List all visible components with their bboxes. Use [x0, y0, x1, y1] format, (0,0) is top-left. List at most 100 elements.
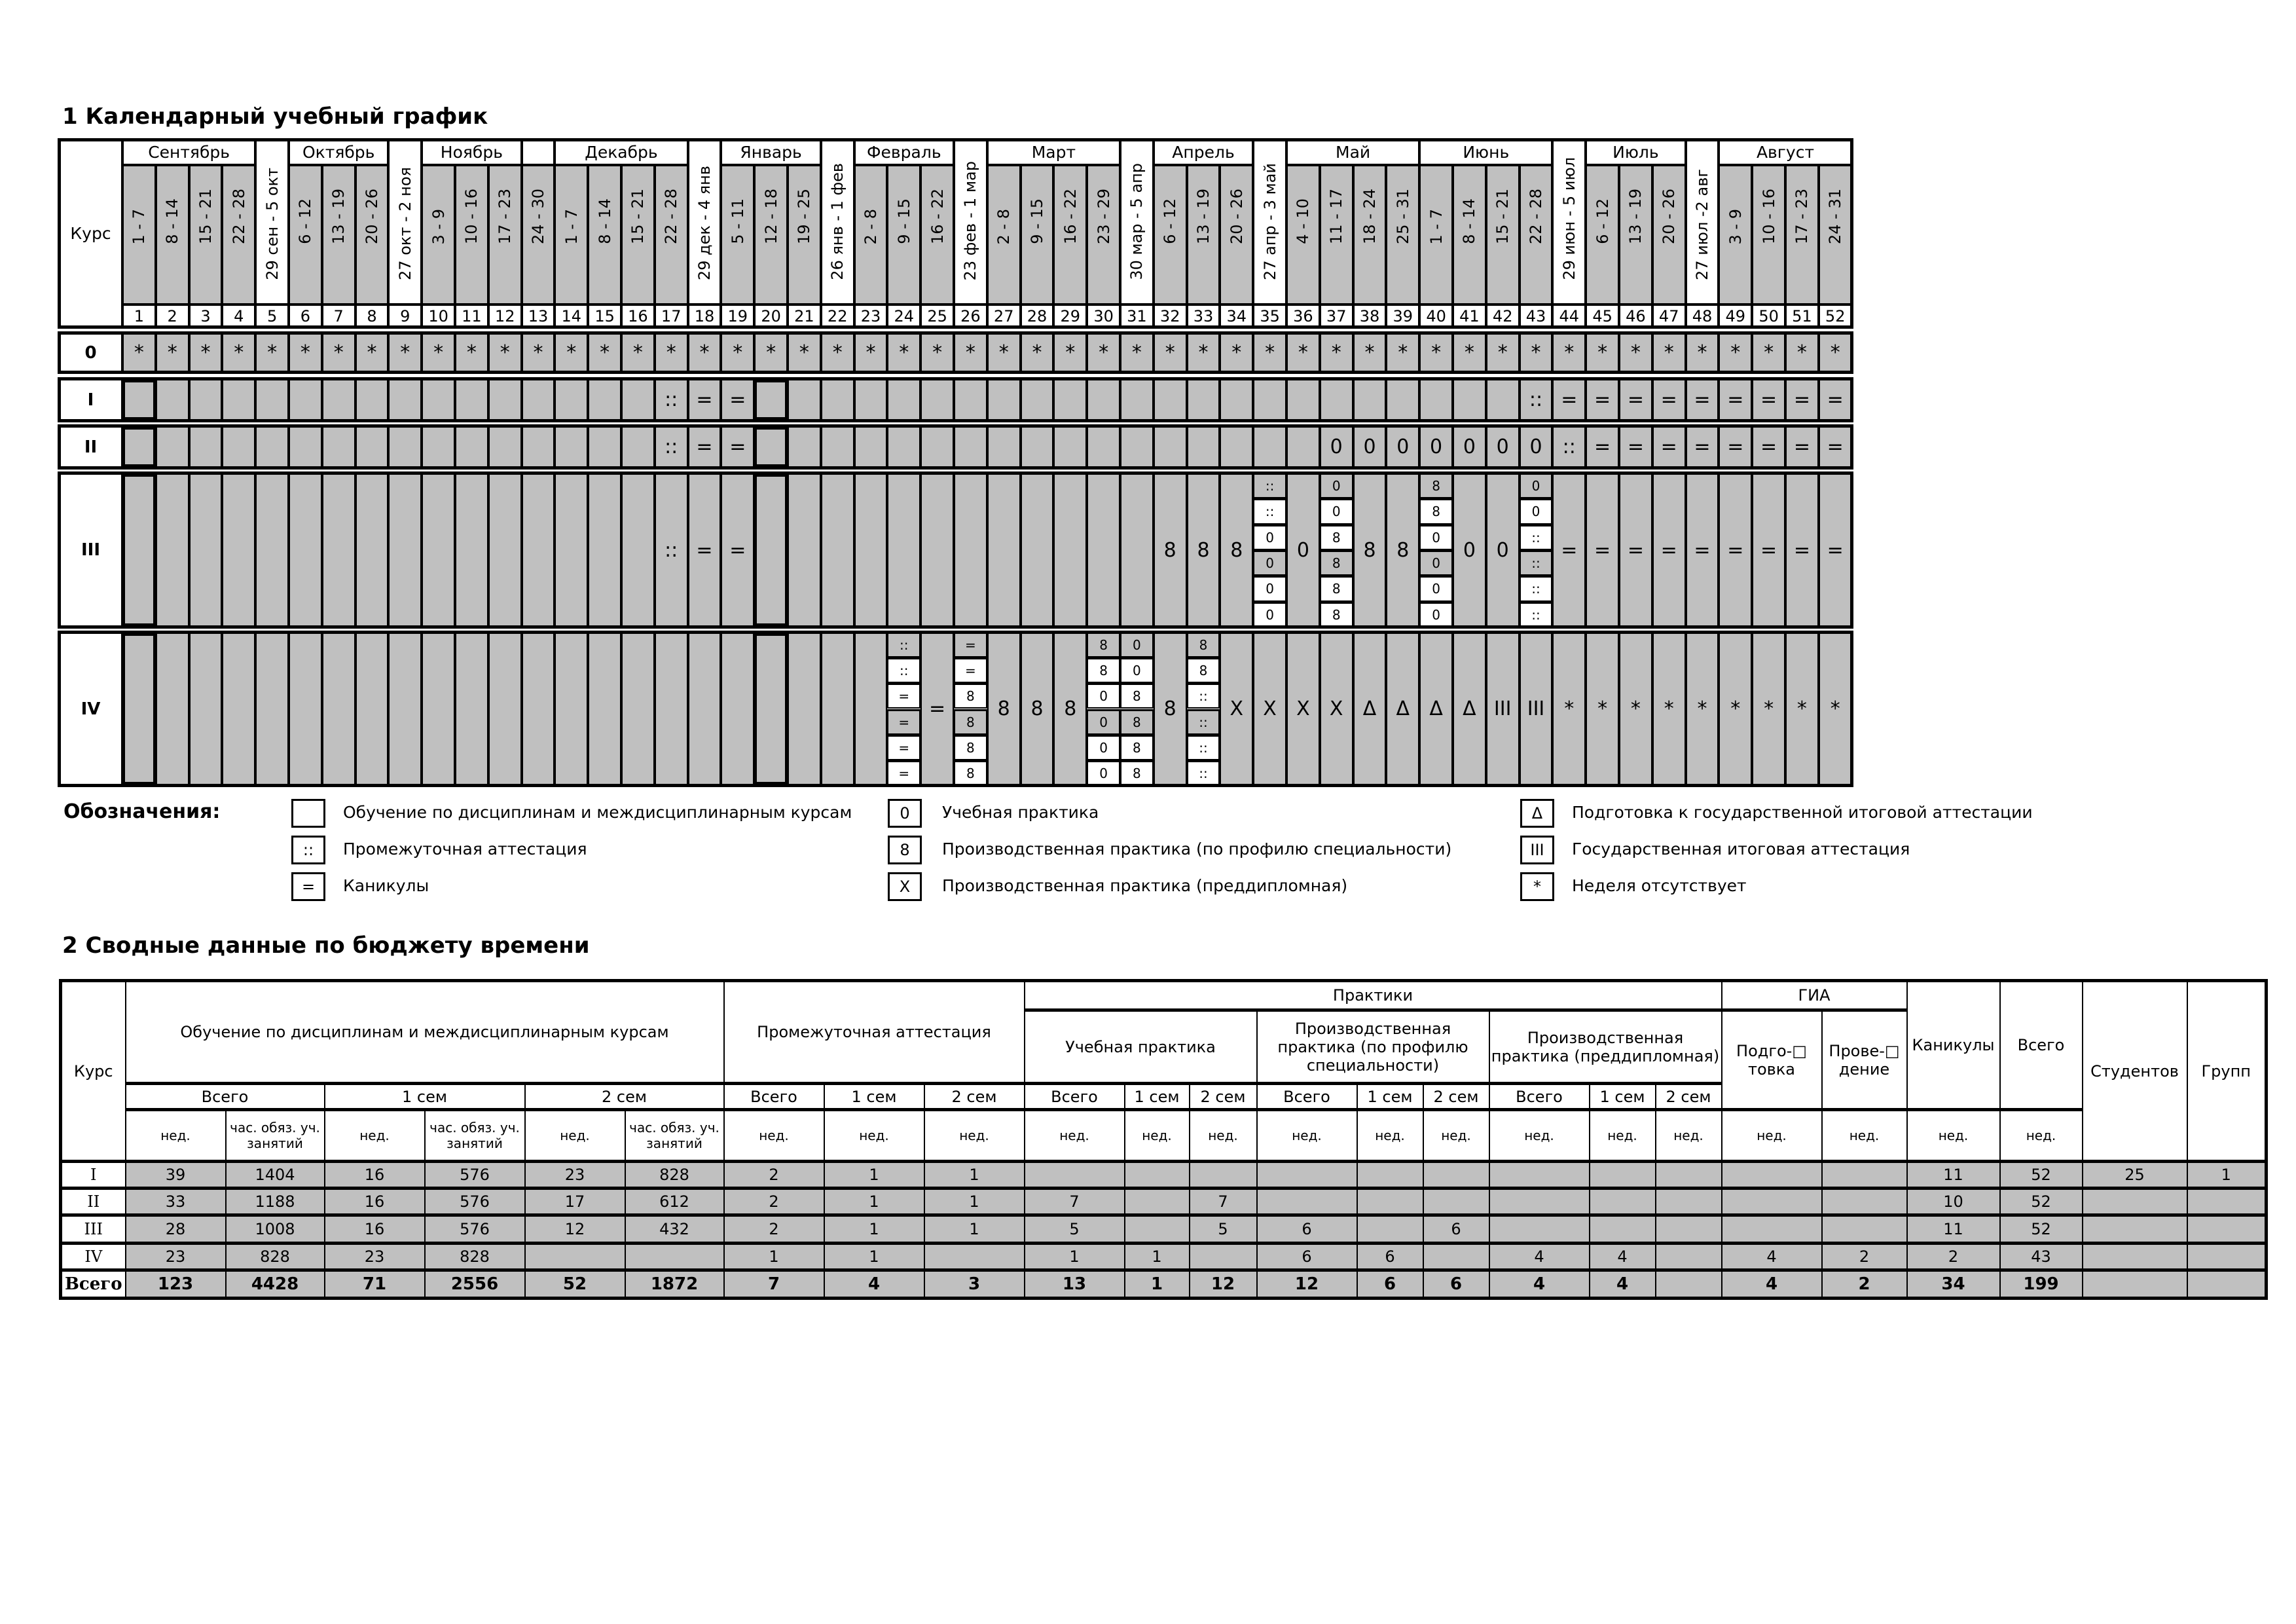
week-cell[interactable] — [422, 426, 455, 468]
week-cell[interactable] — [155, 426, 189, 468]
week-cell[interactable] — [1087, 378, 1120, 421]
week-cell[interactable] — [621, 473, 655, 627]
week-cell[interactable]: 8 — [1186, 473, 1220, 627]
week-cell[interactable]: * — [422, 333, 455, 373]
week-cell[interactable]: = — [721, 378, 755, 421]
week-cell[interactable]: * — [1685, 333, 1719, 373]
week-day-cell[interactable]: :: — [1186, 709, 1220, 735]
week-cell[interactable]: * — [1386, 333, 1420, 373]
week-cell[interactable] — [854, 378, 888, 421]
week-cell[interactable]: * — [1087, 333, 1120, 373]
week-day-cell[interactable]: 0 — [1253, 550, 1286, 576]
week-cell[interactable]: * — [1453, 333, 1486, 373]
week-cell[interactable] — [920, 378, 954, 421]
week-cell[interactable]: 8 — [987, 632, 1021, 786]
week-cell[interactable] — [255, 426, 289, 468]
week-cell[interactable]: Δ — [1353, 632, 1387, 786]
week-cell[interactable] — [1053, 426, 1087, 468]
week-cell[interactable]: = — [1719, 426, 1753, 468]
week-cell[interactable] — [321, 426, 355, 468]
week-cell[interactable] — [255, 378, 289, 421]
week-day-cell[interactable]: = — [887, 709, 921, 735]
week-cell[interactable]: 8 — [1353, 473, 1387, 627]
week-cell[interactable] — [1319, 378, 1353, 421]
week-cell[interactable]: * — [1353, 333, 1387, 373]
week-cell[interactable]: * — [1685, 632, 1719, 786]
week-day-cell[interactable]: :: — [1186, 683, 1220, 709]
week-cell[interactable]: * — [1053, 333, 1087, 373]
week-cell[interactable] — [521, 632, 555, 786]
week-cell[interactable]: * — [1619, 333, 1652, 373]
week-day-cell[interactable]: 8 — [1087, 632, 1120, 658]
week-cell[interactable] — [1253, 426, 1286, 468]
week-cell[interactable]: * — [1719, 632, 1753, 786]
week-cell[interactable] — [1186, 426, 1220, 468]
week-cell[interactable]: * — [1253, 333, 1286, 373]
week-cell[interactable]: 8 — [1153, 473, 1187, 627]
week-cell[interactable] — [321, 632, 355, 786]
week-cell[interactable] — [854, 632, 888, 786]
week-cell[interactable] — [189, 473, 223, 627]
week-cell[interactable]: = — [1719, 378, 1753, 421]
week-cell[interactable] — [222, 473, 256, 627]
week-cell[interactable]: = — [1785, 378, 1819, 421]
week-cell[interactable]: = — [1818, 473, 1852, 627]
week-cell[interactable]: III — [1519, 632, 1553, 786]
week-day-cell[interactable]: 8 — [1120, 760, 1154, 786]
week-cell[interactable] — [1053, 473, 1087, 627]
week-cell[interactable]: * — [954, 333, 987, 373]
week-cell[interactable] — [1485, 378, 1520, 421]
week-cell[interactable]: * — [1485, 333, 1520, 373]
week-day-cell[interactable]: 0 — [1253, 601, 1286, 627]
week-day-cell[interactable]: = — [954, 632, 987, 658]
week-cell[interactable]: * — [1752, 632, 1785, 786]
week-cell[interactable]: :: — [654, 426, 688, 468]
week-day-cell[interactable]: 8 — [1087, 657, 1120, 684]
week-cell[interactable] — [987, 473, 1021, 627]
week-cell[interactable] — [754, 632, 788, 786]
week-cell[interactable] — [954, 426, 987, 468]
week-day-cell[interactable]: :: — [1519, 601, 1553, 627]
week-day-cell[interactable]: 0 — [1087, 683, 1120, 709]
week-cell[interactable]: = — [1652, 426, 1686, 468]
week-cell[interactable]: 8 — [1053, 632, 1087, 786]
week-cell[interactable] — [621, 378, 655, 421]
week-cell[interactable] — [488, 378, 522, 421]
week-cell[interactable] — [122, 426, 156, 468]
week-cell[interactable] — [455, 378, 488, 421]
week-cell[interactable]: * — [1652, 632, 1686, 786]
week-cell[interactable] — [555, 426, 589, 468]
week-cell[interactable]: * — [155, 333, 189, 373]
week-cell[interactable] — [621, 632, 655, 786]
week-cell[interactable] — [488, 473, 522, 627]
week-cell[interactable] — [621, 426, 655, 468]
week-cell[interactable] — [355, 632, 389, 786]
week-cell[interactable] — [122, 632, 156, 786]
week-cell[interactable] — [355, 473, 389, 627]
week-cell[interactable] — [820, 473, 854, 627]
week-day-cell[interactable]: 0 — [1419, 550, 1453, 576]
week-cell[interactable]: * — [1586, 632, 1619, 786]
week-cell[interactable]: = — [1785, 426, 1819, 468]
week-cell[interactable]: = — [1586, 378, 1619, 421]
week-cell[interactable]: X — [1319, 632, 1353, 786]
week-cell[interactable] — [555, 473, 589, 627]
week-cell[interactable]: = — [1685, 473, 1719, 627]
week-cell[interactable]: * — [1552, 333, 1586, 373]
week-cell[interactable]: * — [1552, 632, 1586, 786]
week-day-cell[interactable]: 0 — [1319, 498, 1353, 525]
week-cell[interactable]: * — [1818, 632, 1852, 786]
week-cell[interactable] — [854, 473, 888, 627]
week-cell[interactable]: = — [1752, 426, 1785, 468]
week-cell[interactable]: = — [687, 378, 721, 421]
week-day-cell[interactable]: 8 — [1120, 734, 1154, 760]
week-day-cell[interactable]: 0 — [1519, 498, 1553, 525]
week-cell[interactable]: = — [1652, 473, 1686, 627]
week-cell[interactable] — [388, 473, 422, 627]
week-cell[interactable] — [321, 473, 355, 627]
week-cell[interactable] — [588, 632, 621, 786]
week-cell[interactable] — [189, 426, 223, 468]
week-cell[interactable] — [122, 378, 156, 421]
week-day-cell[interactable]: 0 — [1253, 524, 1286, 550]
week-day-cell[interactable]: 8 — [1186, 632, 1220, 658]
